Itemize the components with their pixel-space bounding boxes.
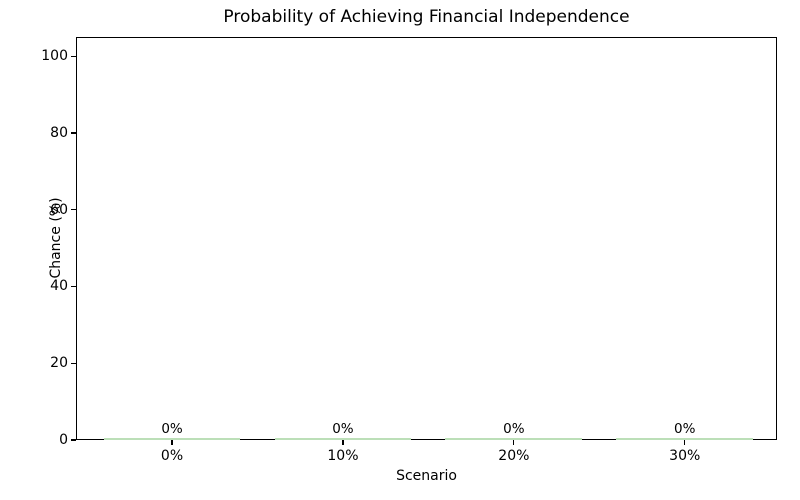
y-tick-mark [71, 285, 76, 288]
chart-title: Probability of Achieving Financial Indep… [223, 7, 630, 27]
y-tick-mark [71, 209, 76, 211]
y-tick-mark [71, 55, 76, 57]
y-tick-label: 80 [50, 124, 68, 141]
x-tick-label: 0% [160, 448, 184, 464]
bar [616, 438, 754, 440]
x-axis-label: Scenario [396, 468, 457, 484]
y-tick-mark [71, 362, 76, 364]
x-tick-label: 10% [327, 448, 359, 464]
bar-value-label: 0% [161, 421, 183, 437]
x-tick-label: 30% [669, 448, 701, 464]
plot-area [76, 37, 777, 440]
bar [103, 438, 241, 440]
x-tick-mark [171, 440, 173, 445]
y-tick-label: 20 [50, 355, 68, 372]
y-tick-label: 40 [50, 278, 68, 295]
x-tick-mark [684, 440, 686, 445]
y-tick-mark [71, 439, 76, 441]
bar-value-label: 0% [503, 421, 525, 437]
x-tick-label: 20% [498, 448, 530, 464]
y-tick-label: 100 [41, 48, 68, 65]
y-tick-label: 60 [50, 201, 68, 218]
x-tick-mark [513, 440, 515, 445]
x-tick-mark [342, 440, 344, 445]
bar [274, 438, 412, 440]
bar [445, 438, 583, 440]
y-tick-mark [71, 132, 76, 134]
bar-value-label: 0% [674, 421, 696, 437]
y-tick-label: 0 [59, 432, 68, 448]
bar-value-label: 0% [332, 421, 354, 437]
